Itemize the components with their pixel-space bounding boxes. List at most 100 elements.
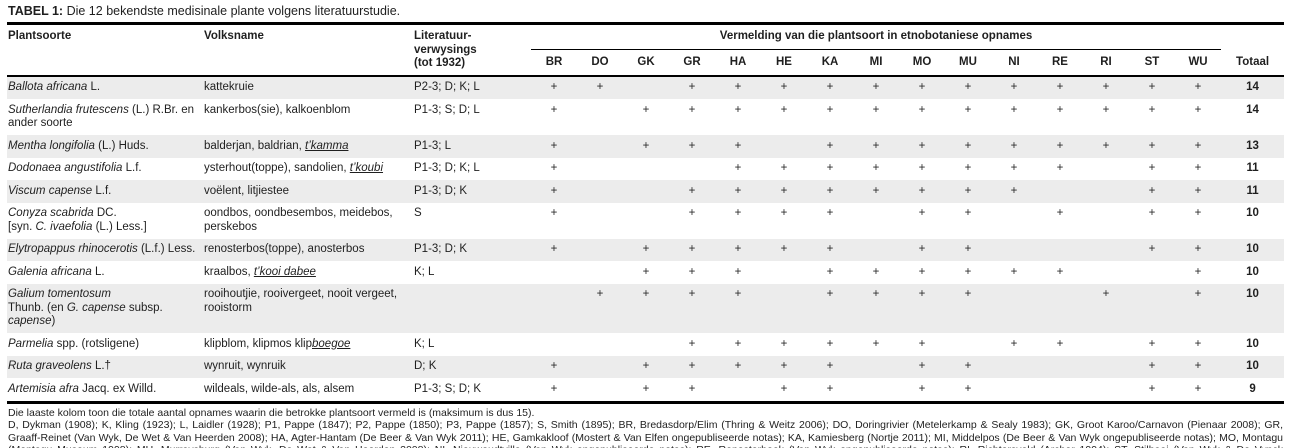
literatuur-cell: P1-3; S; D; K [414, 382, 482, 395]
survey-codes-row: BR DO GK GR HA HE KA MI MO MU NI RE RI ST WU [7, 49, 1284, 75]
survey-mark-wu: + [1194, 337, 1202, 350]
species-cell: Ruta graveolens L.† [7, 356, 203, 379]
medicinal-plants-table: Plantsoorte Volksname Literatuur-verwysi… [7, 22, 1285, 404]
survey-mark-do: + [596, 81, 604, 93]
literatuur-cell: P1-3; D; K; L [414, 162, 480, 174]
survey-mark-mu: + [964, 184, 972, 197]
species-cell: Viscum capense L.f. [7, 180, 203, 203]
survey-mark-ka: + [826, 139, 834, 152]
survey-col-ka: KA [821, 56, 839, 68]
survey-mark-ha: + [734, 162, 742, 174]
survey-mark-ha: + [734, 81, 742, 93]
survey-mark-ri [1083, 378, 1129, 402]
scientific-name: Artemisia afra [8, 382, 79, 395]
table-footnotes: Die laaste kolom toon die totale aantal … [7, 404, 1284, 448]
survey-mark-ka: + [826, 162, 834, 174]
plain-text: L. [91, 265, 105, 278]
survey-mark-re [1037, 284, 1083, 334]
survey-mark-he [761, 284, 807, 334]
survey-mark-mi: + [872, 288, 880, 300]
plain-text: kankerbos(sie), kalkoenblom [204, 103, 351, 116]
survey-mark-br [531, 284, 577, 334]
volksname-cell: kraalbos, t’kooi dabee [203, 261, 413, 284]
scientific-name: G. capense [66, 301, 126, 314]
survey-mark-br: + [550, 184, 558, 197]
table-row: Conyza scabrida DC. [syn. C. ivaefolia (L… [7, 203, 1284, 239]
survey-mark-st: + [1148, 162, 1156, 174]
total-cell: 10 [1246, 265, 1259, 278]
survey-mark-do [577, 378, 623, 402]
scientific-name: capense [8, 315, 52, 327]
survey-mark-ha: + [734, 184, 742, 197]
survey-col-ni: NI [1008, 56, 1020, 68]
survey-mark-re: + [1056, 337, 1064, 350]
survey-col-gr: GR [683, 56, 701, 68]
survey-mark-wu: + [1194, 103, 1202, 116]
literatuur-cell [413, 284, 531, 334]
khoi-nama-name: t’koubi [349, 162, 384, 174]
survey-mark-ha: + [734, 243, 742, 255]
literatuur-cell: P1-3; L [414, 139, 452, 152]
survey-mark-gr: + [688, 243, 696, 255]
survey-mark-mo: + [918, 288, 926, 300]
survey-mark-gr: + [688, 139, 696, 152]
survey-mark-ri [1083, 333, 1129, 356]
survey-mark-mo: + [918, 337, 926, 350]
survey-mark-mi [853, 239, 899, 262]
survey-mark-he: + [780, 162, 788, 174]
species-cell: Galenia africana L. [7, 261, 203, 284]
survey-mark-gr: + [688, 103, 696, 116]
table-row: Ballota africana L. kattekruie P2-3; D; K;… [7, 75, 1285, 100]
volksname-cell: rooihoutjie, rooivergeet, nooit vergeet,… [203, 284, 413, 334]
survey-mark-ni: + [1010, 265, 1018, 278]
survey-mark-ha: + [734, 139, 742, 152]
survey-mark-ri [1083, 261, 1129, 284]
plain-text: oondbos, oondbesembos, meidebos, perskeb… [204, 207, 393, 233]
survey-mark-he: + [780, 360, 788, 372]
survey-mark-gr: + [688, 81, 696, 93]
total-cell: 11 [1246, 184, 1259, 197]
scientific-name: Galium tomentosum [8, 288, 111, 300]
survey-mark-ri: + [1102, 139, 1110, 152]
survey-col-ha: HA [729, 56, 747, 68]
survey-mark-gk [623, 158, 669, 181]
survey-mark-gk [623, 333, 669, 356]
total-cell: 14 [1246, 103, 1259, 116]
survey-mark-he: + [780, 103, 788, 116]
plain-text: (L.f.) Less. [137, 243, 196, 255]
survey-mark-ni [991, 203, 1037, 239]
survey-col-br: BR [545, 56, 563, 68]
survey-mark-wu: + [1194, 265, 1202, 278]
survey-mark-ka: + [826, 103, 834, 116]
plain-text: kraalbos, [204, 265, 254, 278]
survey-mark-gr: + [688, 207, 696, 219]
survey-mark-ka: + [826, 207, 834, 219]
survey-mark-st: + [1148, 207, 1156, 219]
literatuur-line1: Literatuur-verwysings [414, 30, 477, 56]
survey-mark-he: + [780, 243, 788, 255]
survey-mark-ha: + [734, 288, 742, 300]
survey-mark-mo: + [918, 103, 926, 116]
scientific-name: Conyza scabrida [8, 207, 94, 219]
survey-mark-mu: + [964, 360, 972, 372]
survey-mark-wu: + [1194, 382, 1202, 395]
survey-mark-gk [623, 76, 669, 100]
survey-mark-he: + [780, 184, 788, 197]
footnote-references: D, Dykman (1908); K, Kling (1923); L, La… [8, 419, 1283, 448]
survey-mark-br: + [550, 243, 558, 255]
survey-mark-ka: + [826, 382, 834, 395]
survey-mark-mu: + [964, 162, 972, 174]
literatuur-cell: P1-3; D; K [414, 243, 468, 255]
survey-mark-st [1129, 261, 1175, 284]
total-cell: 11 [1246, 162, 1259, 174]
survey-mark-ha: + [734, 265, 742, 278]
survey-mark-re [1037, 180, 1083, 203]
plain-text: renosterbos(toppe), anosterbos [204, 243, 365, 255]
survey-mark-mi [853, 378, 899, 402]
survey-mark-br [531, 333, 577, 356]
survey-mark-mo: + [918, 139, 926, 152]
survey-mark-do [577, 261, 623, 284]
plain-text: (L.) Less.] [92, 220, 147, 233]
survey-mark-ni: + [1010, 81, 1018, 93]
plain-text: kattekruie [204, 81, 254, 93]
